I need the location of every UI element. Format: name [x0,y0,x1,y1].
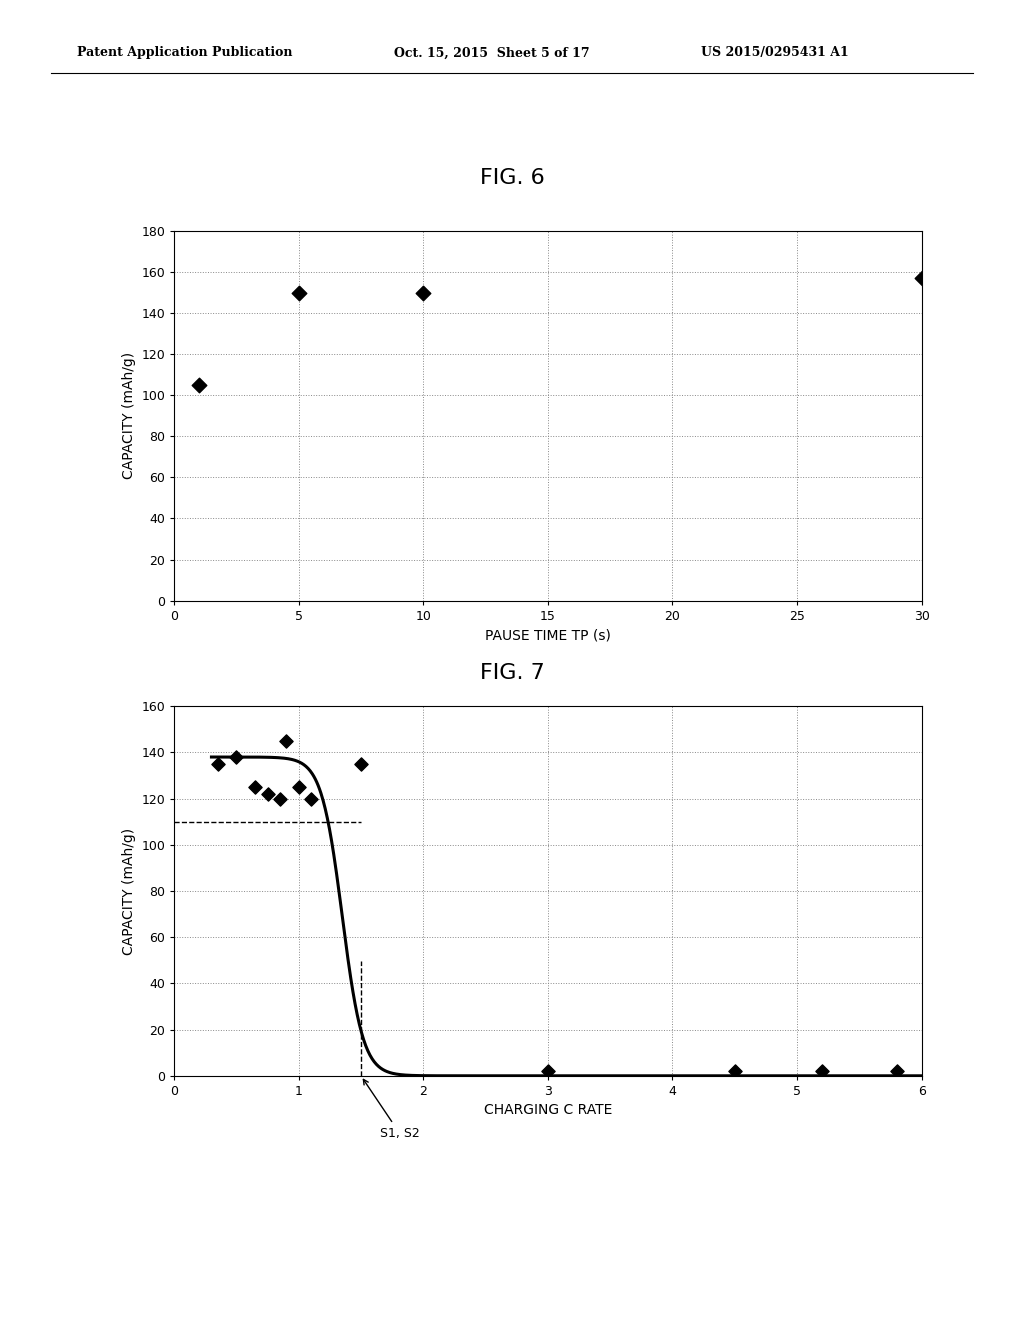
Point [279,730,295,751]
Point [271,788,288,809]
Point [190,375,207,396]
Point [291,776,307,797]
Y-axis label: CAPACITY (mAh/g): CAPACITY (mAh/g) [122,828,135,954]
Point [727,1061,743,1082]
X-axis label: PAUSE TIME TP (s): PAUSE TIME TP (s) [485,628,610,643]
X-axis label: CHARGING C RATE: CHARGING C RATE [483,1104,612,1118]
Text: FIG. 6: FIG. 6 [479,168,545,189]
Text: US 2015/0295431 A1: US 2015/0295431 A1 [701,46,849,59]
Point [415,282,431,304]
Point [259,784,275,805]
Point [814,1061,830,1082]
Point [210,754,226,775]
Text: Oct. 15, 2015  Sheet 5 of 17: Oct. 15, 2015 Sheet 5 of 17 [394,46,590,59]
Point [913,268,930,289]
Point [303,788,319,809]
Point [540,1061,556,1082]
Point [247,776,263,797]
Point [889,1061,905,1082]
Y-axis label: CAPACITY (mAh/g): CAPACITY (mAh/g) [122,352,135,479]
Point [228,747,245,768]
Text: FIG. 7: FIG. 7 [479,663,545,684]
Text: Patent Application Publication: Patent Application Publication [77,46,292,59]
Point [291,282,307,304]
Point [352,754,370,775]
Text: S1, S2: S1, S2 [364,1080,420,1139]
